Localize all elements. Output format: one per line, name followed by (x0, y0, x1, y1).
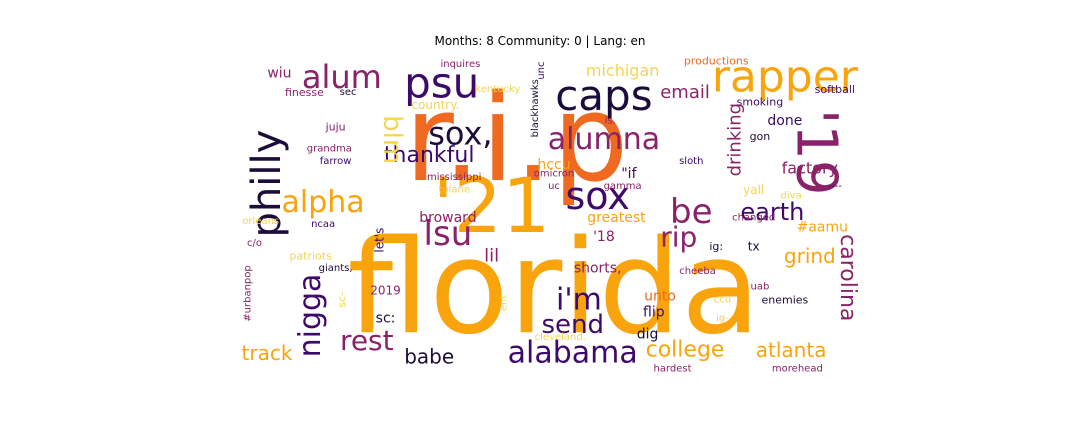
word-33: smoking (737, 95, 784, 108)
word-62: juju (325, 121, 346, 134)
word-32: done (767, 113, 802, 129)
word-75: gamma (604, 181, 642, 192)
word-89: ent (499, 295, 510, 311)
word-37: track (242, 341, 293, 365)
word-54: giants, (319, 263, 353, 274)
word-71: mississippi (427, 172, 481, 183)
word-64: farrow (320, 156, 352, 167)
word-20: rest (340, 324, 394, 357)
word-25: atlanta (756, 338, 827, 362)
word-29: factory (782, 158, 838, 177)
word-3: '19 (784, 109, 849, 196)
word-22: send (541, 310, 604, 340)
word-86: enemies (761, 293, 808, 306)
word-35: gon (750, 130, 771, 143)
word-72: tulane (438, 184, 470, 195)
word-69: blackhawks (530, 79, 541, 137)
word-70: is. (605, 115, 616, 126)
word-26: carolina (835, 234, 860, 321)
word-17: thankful (384, 143, 475, 168)
word-55: patriots (289, 249, 332, 262)
word-28: drinking (724, 103, 745, 177)
word-80: changed (732, 213, 775, 224)
word-57: c/o (247, 238, 262, 249)
word-92: morehead (772, 363, 823, 374)
word-76: sloth (679, 156, 703, 167)
word-52: sc- (335, 292, 348, 308)
word-34: softball (815, 83, 855, 96)
word-23: alabama (508, 336, 638, 371)
word-85: uab (751, 282, 770, 293)
word-91: hardest (654, 363, 692, 374)
word-10: alumna (548, 122, 660, 157)
word-45: "if (621, 166, 637, 182)
word-15: rip (660, 220, 697, 253)
word-81: #aamu (797, 220, 848, 236)
word-8: sox (565, 174, 629, 218)
word-74: uc (548, 181, 560, 192)
word-56: #urbanpop (243, 265, 254, 321)
word-51: let's (372, 228, 386, 253)
word-14: be (670, 192, 713, 232)
word-83: tx (748, 239, 760, 253)
word-9: sox, (428, 114, 492, 152)
chart-title: Months: 8 Community: 0 | Lang: en (434, 34, 646, 48)
word-73: omicron (534, 169, 574, 180)
word-18: blm (377, 115, 407, 164)
word-30: email (660, 82, 710, 103)
word-44: '18 (593, 229, 615, 245)
word-1: r.i.p (404, 70, 628, 209)
word-82: ig: (709, 240, 723, 253)
word-7: philly (244, 130, 290, 238)
word-58: orleans (242, 216, 279, 227)
word-49: 2019 (370, 283, 401, 297)
word-87: ccu (714, 294, 731, 305)
word-0: florida (347, 211, 760, 363)
word-38: babe (404, 344, 454, 368)
word-59: wiu (267, 66, 291, 82)
word-53: ncaa (311, 219, 335, 230)
word-77: yall (743, 183, 764, 197)
word-12: alpha (282, 185, 365, 220)
word-63: grandma (307, 144, 352, 155)
word-78: diva (781, 191, 802, 202)
word-24: college (646, 338, 725, 363)
word-4: rapper (712, 51, 859, 102)
word-16: earth (740, 198, 804, 226)
word-41: flip (643, 304, 665, 320)
word-46: hccu (537, 157, 570, 173)
word-60: finesse (285, 86, 324, 99)
word-79: ---- (828, 181, 843, 192)
word-43: greatest (587, 210, 646, 226)
word-11: alum (302, 58, 382, 96)
word-6: psu (404, 59, 479, 108)
word-66: inquires (440, 59, 480, 70)
word-42: dig (637, 326, 659, 342)
word-36: productions (684, 55, 749, 68)
word-47: broward (419, 210, 476, 226)
word-13: lsu (424, 214, 473, 254)
word-61: sec (340, 87, 357, 98)
word-68: unc (536, 61, 547, 79)
word-19: nigga (293, 274, 328, 358)
word-84: cheeba (679, 266, 716, 277)
word-39: shorts, (574, 260, 622, 276)
word-21: i'm (556, 282, 602, 317)
word-65: country. (411, 98, 459, 112)
word-2: '21 (433, 161, 551, 250)
word-27: grind (784, 244, 836, 268)
word-67: kentucky (475, 84, 520, 95)
word-31: michigan (586, 61, 660, 80)
word-48: lil (484, 245, 499, 266)
word-40: unto (644, 289, 676, 305)
word-90: cleveland. (535, 332, 586, 343)
word-5: caps (555, 71, 652, 120)
word-88: ig- (716, 313, 729, 324)
word-50: sc: (376, 311, 396, 327)
